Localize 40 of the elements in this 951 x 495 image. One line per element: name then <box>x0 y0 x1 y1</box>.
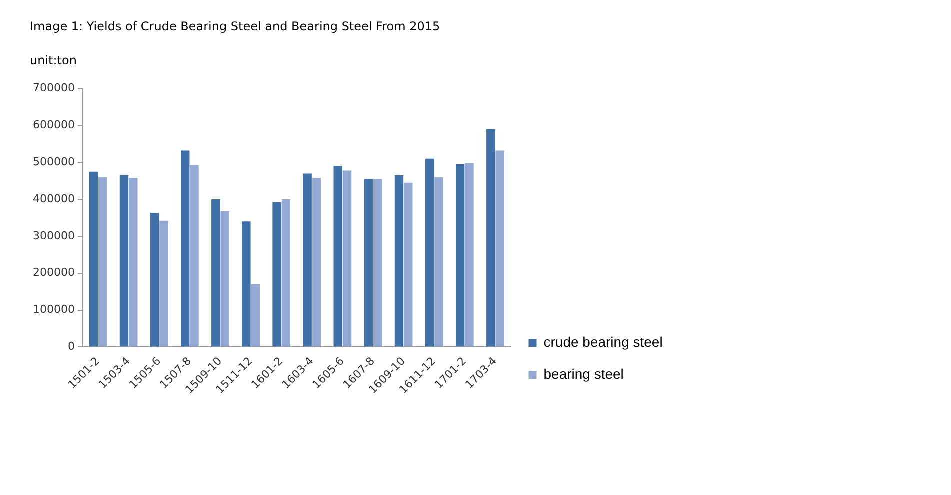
bar <box>334 166 342 347</box>
y-tick-label: 400000 <box>32 192 75 206</box>
bar <box>150 213 160 347</box>
bar <box>251 284 260 347</box>
y-tick-label: 100000 <box>32 303 75 316</box>
y-tick-label: 200000 <box>32 266 75 280</box>
y-tick-label: 0 <box>68 340 75 354</box>
bar <box>364 179 374 347</box>
bar <box>342 170 352 347</box>
y-tick-label: 500000 <box>32 155 75 168</box>
bar <box>434 177 444 347</box>
bar <box>272 202 282 347</box>
bar <box>190 165 199 347</box>
bar <box>496 150 504 347</box>
legend-label: bearing steel <box>544 366 624 382</box>
bar <box>98 177 108 347</box>
bar <box>242 222 251 347</box>
bar <box>212 200 220 347</box>
chart-title: Image 1: Yields of Crude Bearing Steel and Bearing Steel From 2015 <box>30 19 440 34</box>
chart-subtitle: unit:ton <box>30 54 77 68</box>
bar <box>129 178 138 347</box>
bar <box>394 176 404 347</box>
y-tick-label: 700000 <box>32 82 75 95</box>
bar <box>220 211 230 347</box>
y-tick-label: 600000 <box>32 118 75 132</box>
bar <box>160 220 168 347</box>
bar <box>312 178 322 347</box>
bar <box>303 174 312 347</box>
bar <box>373 179 382 347</box>
y-tick-label: 300000 <box>32 229 75 242</box>
bar <box>486 129 496 347</box>
bar <box>180 150 190 347</box>
bar <box>282 200 291 347</box>
bar <box>456 164 465 347</box>
bar <box>89 172 98 347</box>
bar <box>425 158 434 347</box>
bar <box>404 182 413 347</box>
bar <box>120 176 129 347</box>
bar <box>465 163 474 347</box>
legend-label: crude bearing steel <box>544 334 663 350</box>
